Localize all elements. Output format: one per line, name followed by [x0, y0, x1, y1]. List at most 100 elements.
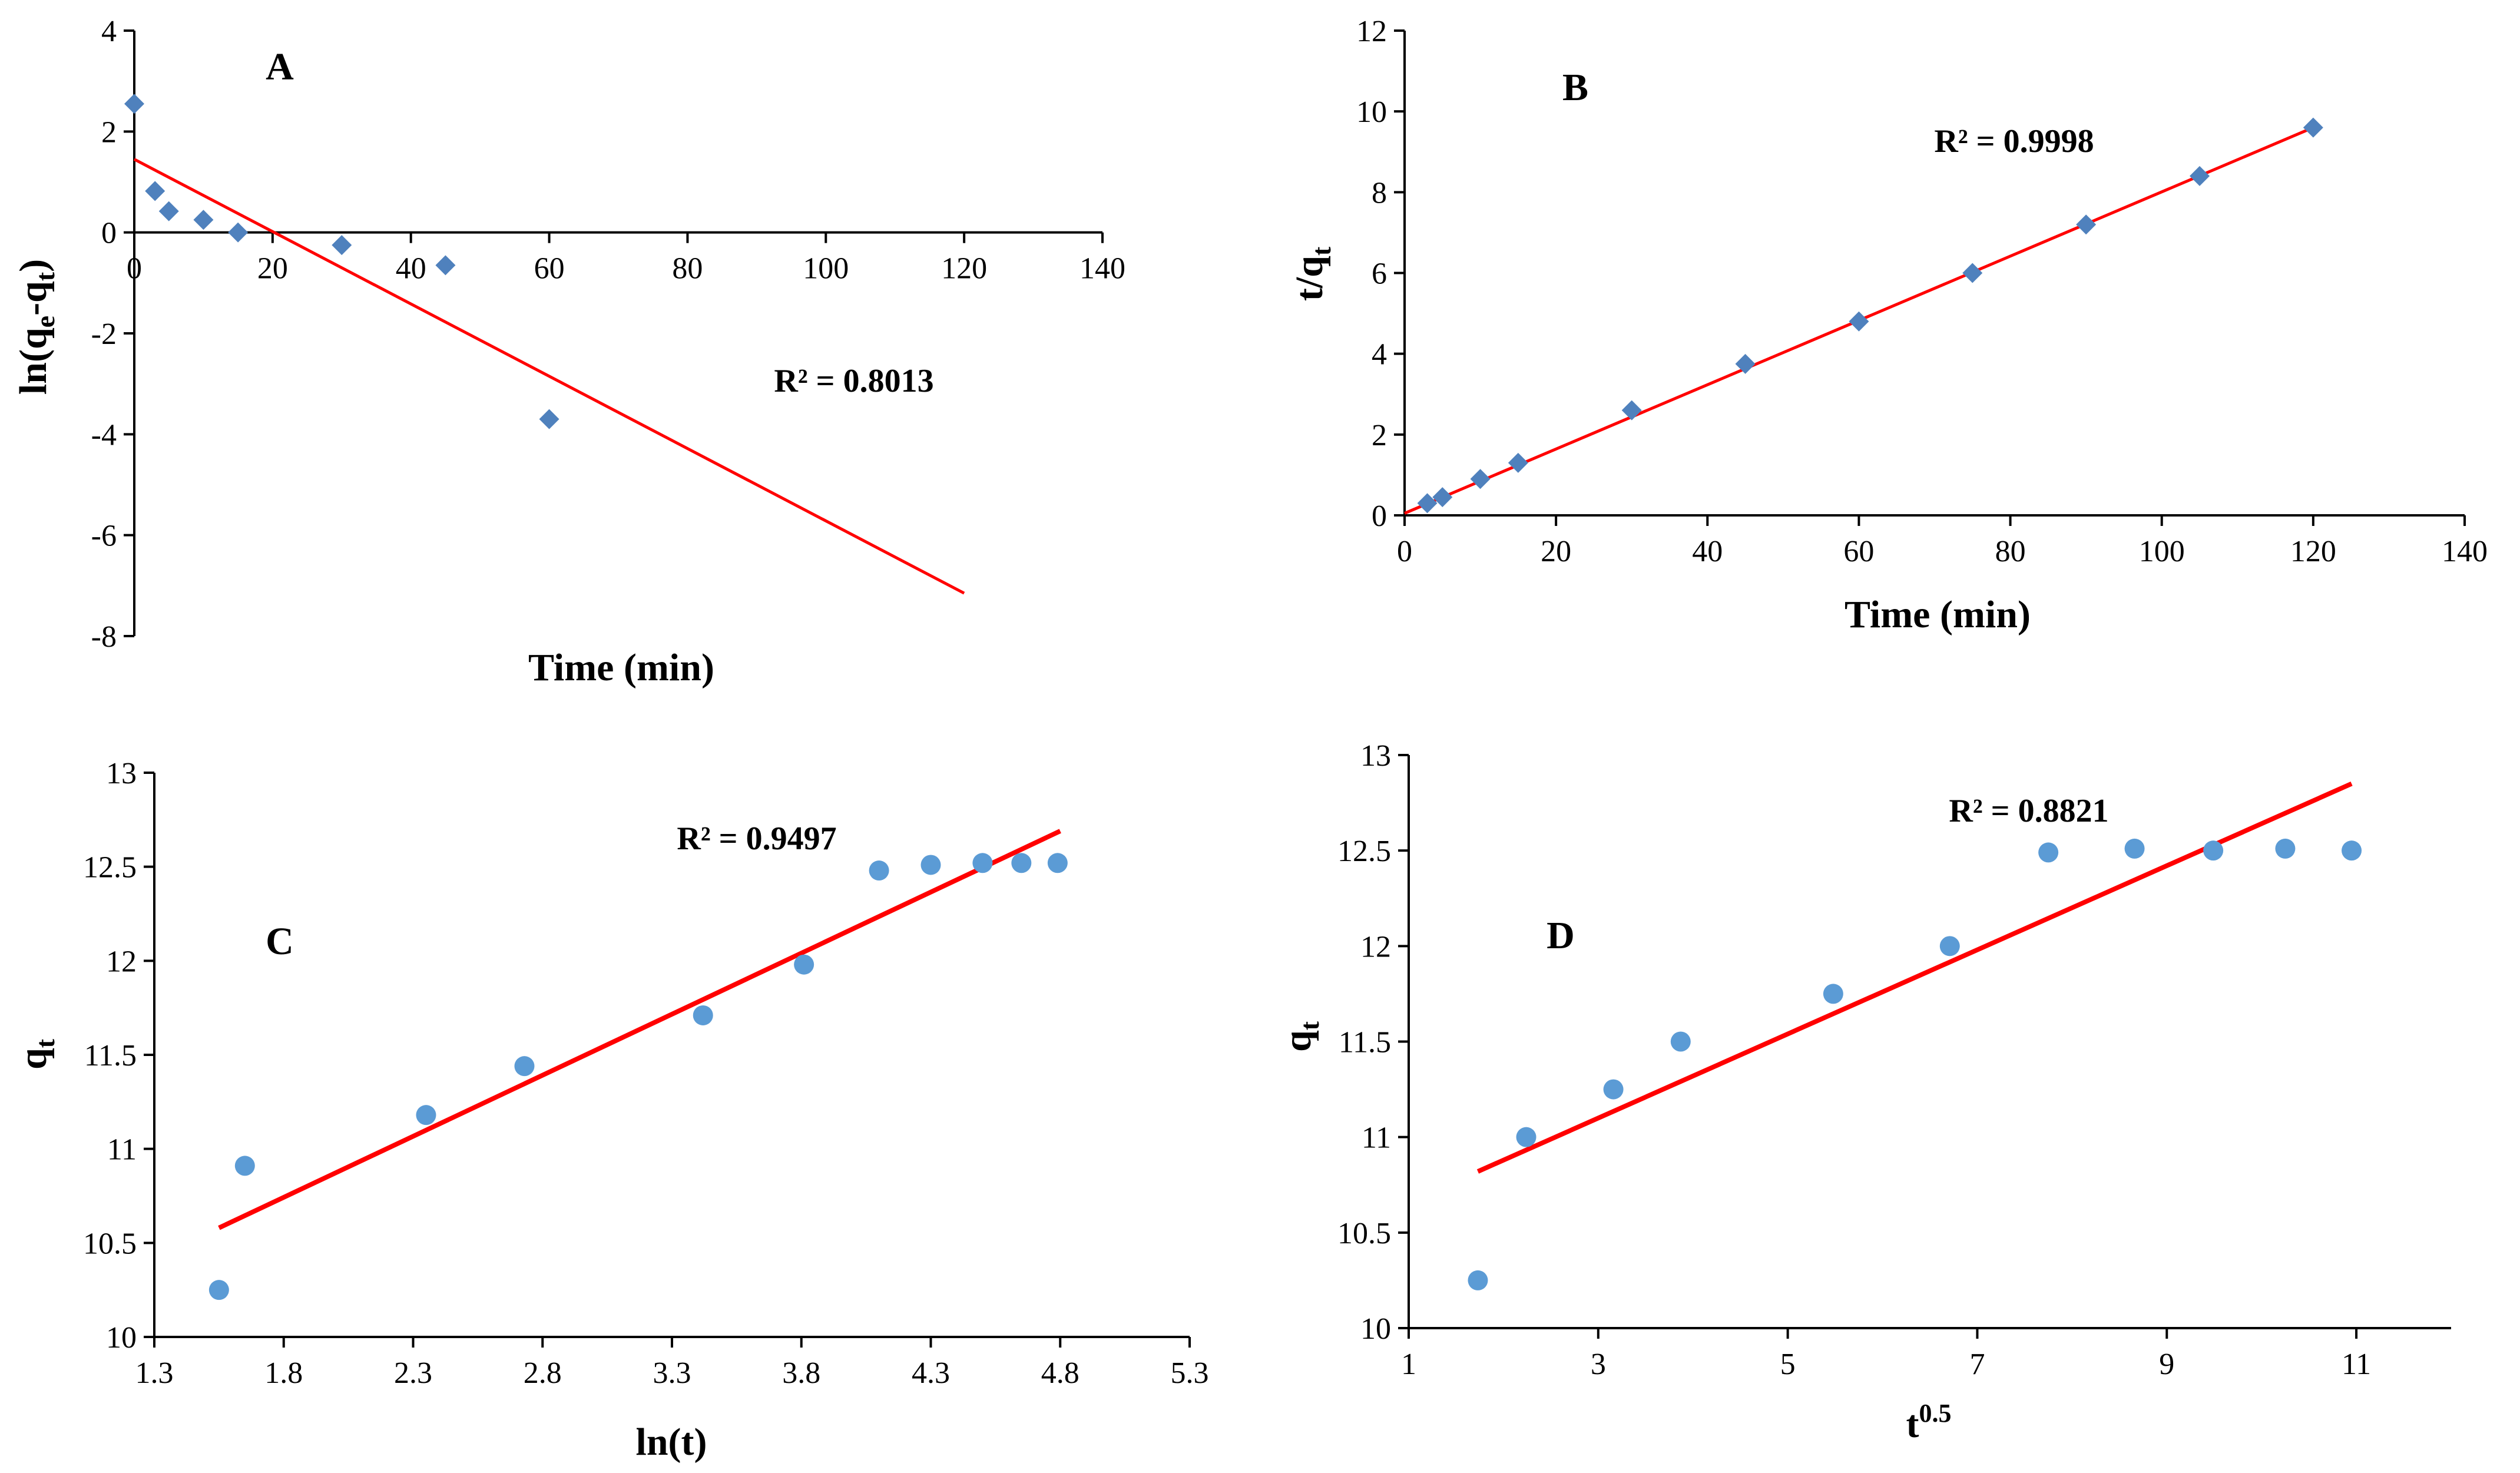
panel-d-y-tick-label: 10.5 — [1337, 1217, 1391, 1250]
panel-a-y-tick-label: -2 — [91, 317, 117, 351]
panel-d-x-tick-label: 9 — [2159, 1348, 2174, 1381]
panel-a-x-tick-label: 120 — [941, 252, 987, 286]
panel-c-data-point — [208, 1280, 229, 1300]
panel-b-data-point — [1962, 263, 1983, 283]
panel-d-y-tick-label: 11.5 — [1339, 1026, 1391, 1060]
panel-c-x-tick-label: 4.8 — [1041, 1356, 1079, 1390]
panel-b-y-tick-label: 8 — [1372, 176, 1387, 210]
panel-b-x-tick-label: 100 — [2139, 535, 2185, 568]
panel-d-data-point — [2124, 838, 2145, 859]
panel-d-data-point — [2038, 842, 2059, 863]
panel-c-trendline-group — [218, 829, 1061, 1230]
panel-a-data-point — [228, 222, 249, 243]
panel-b-data-point — [1432, 487, 1453, 508]
panel-a-trendline-group — [133, 158, 965, 595]
panel-a-data-point — [158, 201, 179, 221]
panel-a-data-point — [332, 235, 352, 256]
panel-a-data-point — [124, 94, 144, 114]
panel-a-data-point — [145, 181, 165, 201]
panel-b-ticks: 0 20 40 60 80 100 120 140 0 2 4 6 8 10 12 — [1356, 15, 2488, 568]
panel-b-y-tick-label: 6 — [1372, 257, 1387, 291]
panel-b-x-tick-label: 120 — [2290, 535, 2336, 568]
panel-c-axes — [153, 773, 1190, 1338]
panel-c-x-tick-label: 3.3 — [653, 1356, 691, 1390]
panel-d-y-tick-label: 13 — [1360, 739, 1391, 773]
panel-a-x-tick-label: 80 — [672, 252, 703, 286]
panel-a-y-tick-label: 4 — [101, 15, 117, 48]
panel-a-data-point — [435, 255, 456, 276]
panel-b-y-tick-label: 0 — [1372, 499, 1387, 533]
panel-c-data-point — [794, 954, 814, 975]
panel-b-x-tick-label: 60 — [1843, 535, 1874, 568]
panel-c-x-tick-label: 4.3 — [912, 1356, 950, 1390]
panel-c-y-tick-label: 13 — [106, 757, 137, 790]
panel-a-x-tick-label: 0 — [127, 252, 142, 286]
panel-a: 0 20 40 60 80 100 120 140 -8 -6 -4 -2 0 2 4 A R² = 0.8… — [12, 15, 1125, 689]
panel-a-data-point — [539, 409, 559, 429]
panel-c-x-tick-label: 5.3 — [1171, 1356, 1209, 1390]
panel-b-data-point — [1621, 400, 1642, 421]
panel-c-x-tick-label: 2.3 — [394, 1356, 432, 1390]
panel-c-data-point — [1047, 853, 1068, 873]
panel-c-y-axis-label: qt — [12, 1038, 60, 1070]
panel-b-data-point — [2190, 165, 2210, 186]
panel-a-axes — [133, 31, 1102, 636]
panel-b-y-axis-label: t/qt — [1288, 246, 1336, 301]
panel-c-x-tick-label: 2.8 — [524, 1356, 562, 1390]
panel-a-x-tick-label: 140 — [1079, 252, 1125, 286]
panel-d-x-tick-label: 3 — [1591, 1348, 1606, 1381]
panel-d-points — [1468, 838, 2362, 1290]
panel-c-ticks: 1.3 1.8 2.3 2.8 3.3 3.8 4.3 4.8 5.3 10 10.5 11 11.5 1… — [83, 757, 1209, 1390]
panel-b-x-tick-label: 140 — [2442, 535, 2488, 568]
panel-c-data-point — [869, 860, 889, 881]
panel-b-data-point — [1417, 493, 1438, 514]
panel-b-y-tick-label: 12 — [1356, 15, 1387, 48]
panel-d-data-point — [2275, 838, 2296, 859]
panel-b-data-point — [1470, 469, 1491, 489]
panel-d-data-point — [1823, 984, 1843, 1004]
panel-c-y-tick-label: 12 — [106, 945, 137, 978]
panel-d-r2-label: R² = 0.8821 — [1949, 793, 2108, 829]
panel-d-data-point — [2203, 840, 2224, 861]
panel-d-y-tick-label: 12 — [1360, 930, 1391, 964]
panel-a-data-point — [193, 210, 214, 230]
panel-d-x-tick-label: 7 — [1969, 1348, 1985, 1381]
panel-b-y-tick-label: 10 — [1356, 95, 1387, 129]
panel-c-data-point — [234, 1156, 255, 1176]
panel-a-y-tick-label: -8 — [91, 620, 117, 654]
panel-c-data-point — [416, 1105, 436, 1126]
panel-b-x-tick-label: 0 — [1397, 535, 1412, 568]
panel-c-data-point — [514, 1056, 535, 1077]
panel-a-x-axis-label: Time (min) — [528, 646, 714, 689]
panel-c-data-point — [693, 1005, 713, 1025]
panel-c-y-tick-label: 10 — [106, 1321, 137, 1355]
panel-d-x-tick-label: 5 — [1780, 1348, 1796, 1381]
panel-a-label: A — [266, 45, 294, 88]
panel-b-data-point — [1849, 311, 1869, 332]
panel-a-x-tick-label: 40 — [396, 252, 426, 286]
panel-d-data-point — [1939, 936, 1960, 956]
panel-a-ticks: 0 20 40 60 80 100 120 140 -8 -6 -4 -2 0 2 4 — [91, 15, 1125, 654]
panel-d-data-point — [2342, 840, 2362, 861]
panel-c-x-tick-label: 1.8 — [264, 1356, 303, 1390]
panel-d-y-tick-label: 12.5 — [1337, 835, 1391, 868]
panel-b: 0 20 40 60 80 100 120 140 0 2 4 6 8 10 12 B R² = 0.999… — [1288, 15, 2488, 636]
panel-b-data-point — [1735, 353, 1756, 374]
panel-c-x-axis-label: ln(t) — [636, 1421, 707, 1464]
panel-b-data-point — [2303, 117, 2323, 138]
panel-a-x-tick-label: 100 — [803, 252, 849, 286]
panel-b-y-tick-label: 2 — [1372, 419, 1387, 452]
panel-c: 1.3 1.8 2.3 2.8 3.3 3.8 4.3 4.8 5.3 10 10.5 11 11.5 1… — [12, 757, 1209, 1464]
panel-b-data-point — [2076, 214, 2097, 235]
panel-d-label: D — [1547, 914, 1575, 957]
panel-d-y-axis-label: qt — [1276, 1021, 1324, 1052]
panel-d-data-point — [1603, 1079, 1624, 1100]
panel-d-y-tick-label: 10 — [1360, 1312, 1391, 1346]
panel-b-data-point — [1508, 452, 1528, 473]
panel-a-trendline — [133, 158, 965, 595]
panel-d-x-tick-label: 11 — [2342, 1348, 2371, 1381]
panel-a-y-tick-label: -4 — [91, 418, 117, 452]
panel-b-r2-label: R² = 0.9998 — [1934, 123, 2094, 160]
panel-c-data-point — [920, 855, 941, 875]
